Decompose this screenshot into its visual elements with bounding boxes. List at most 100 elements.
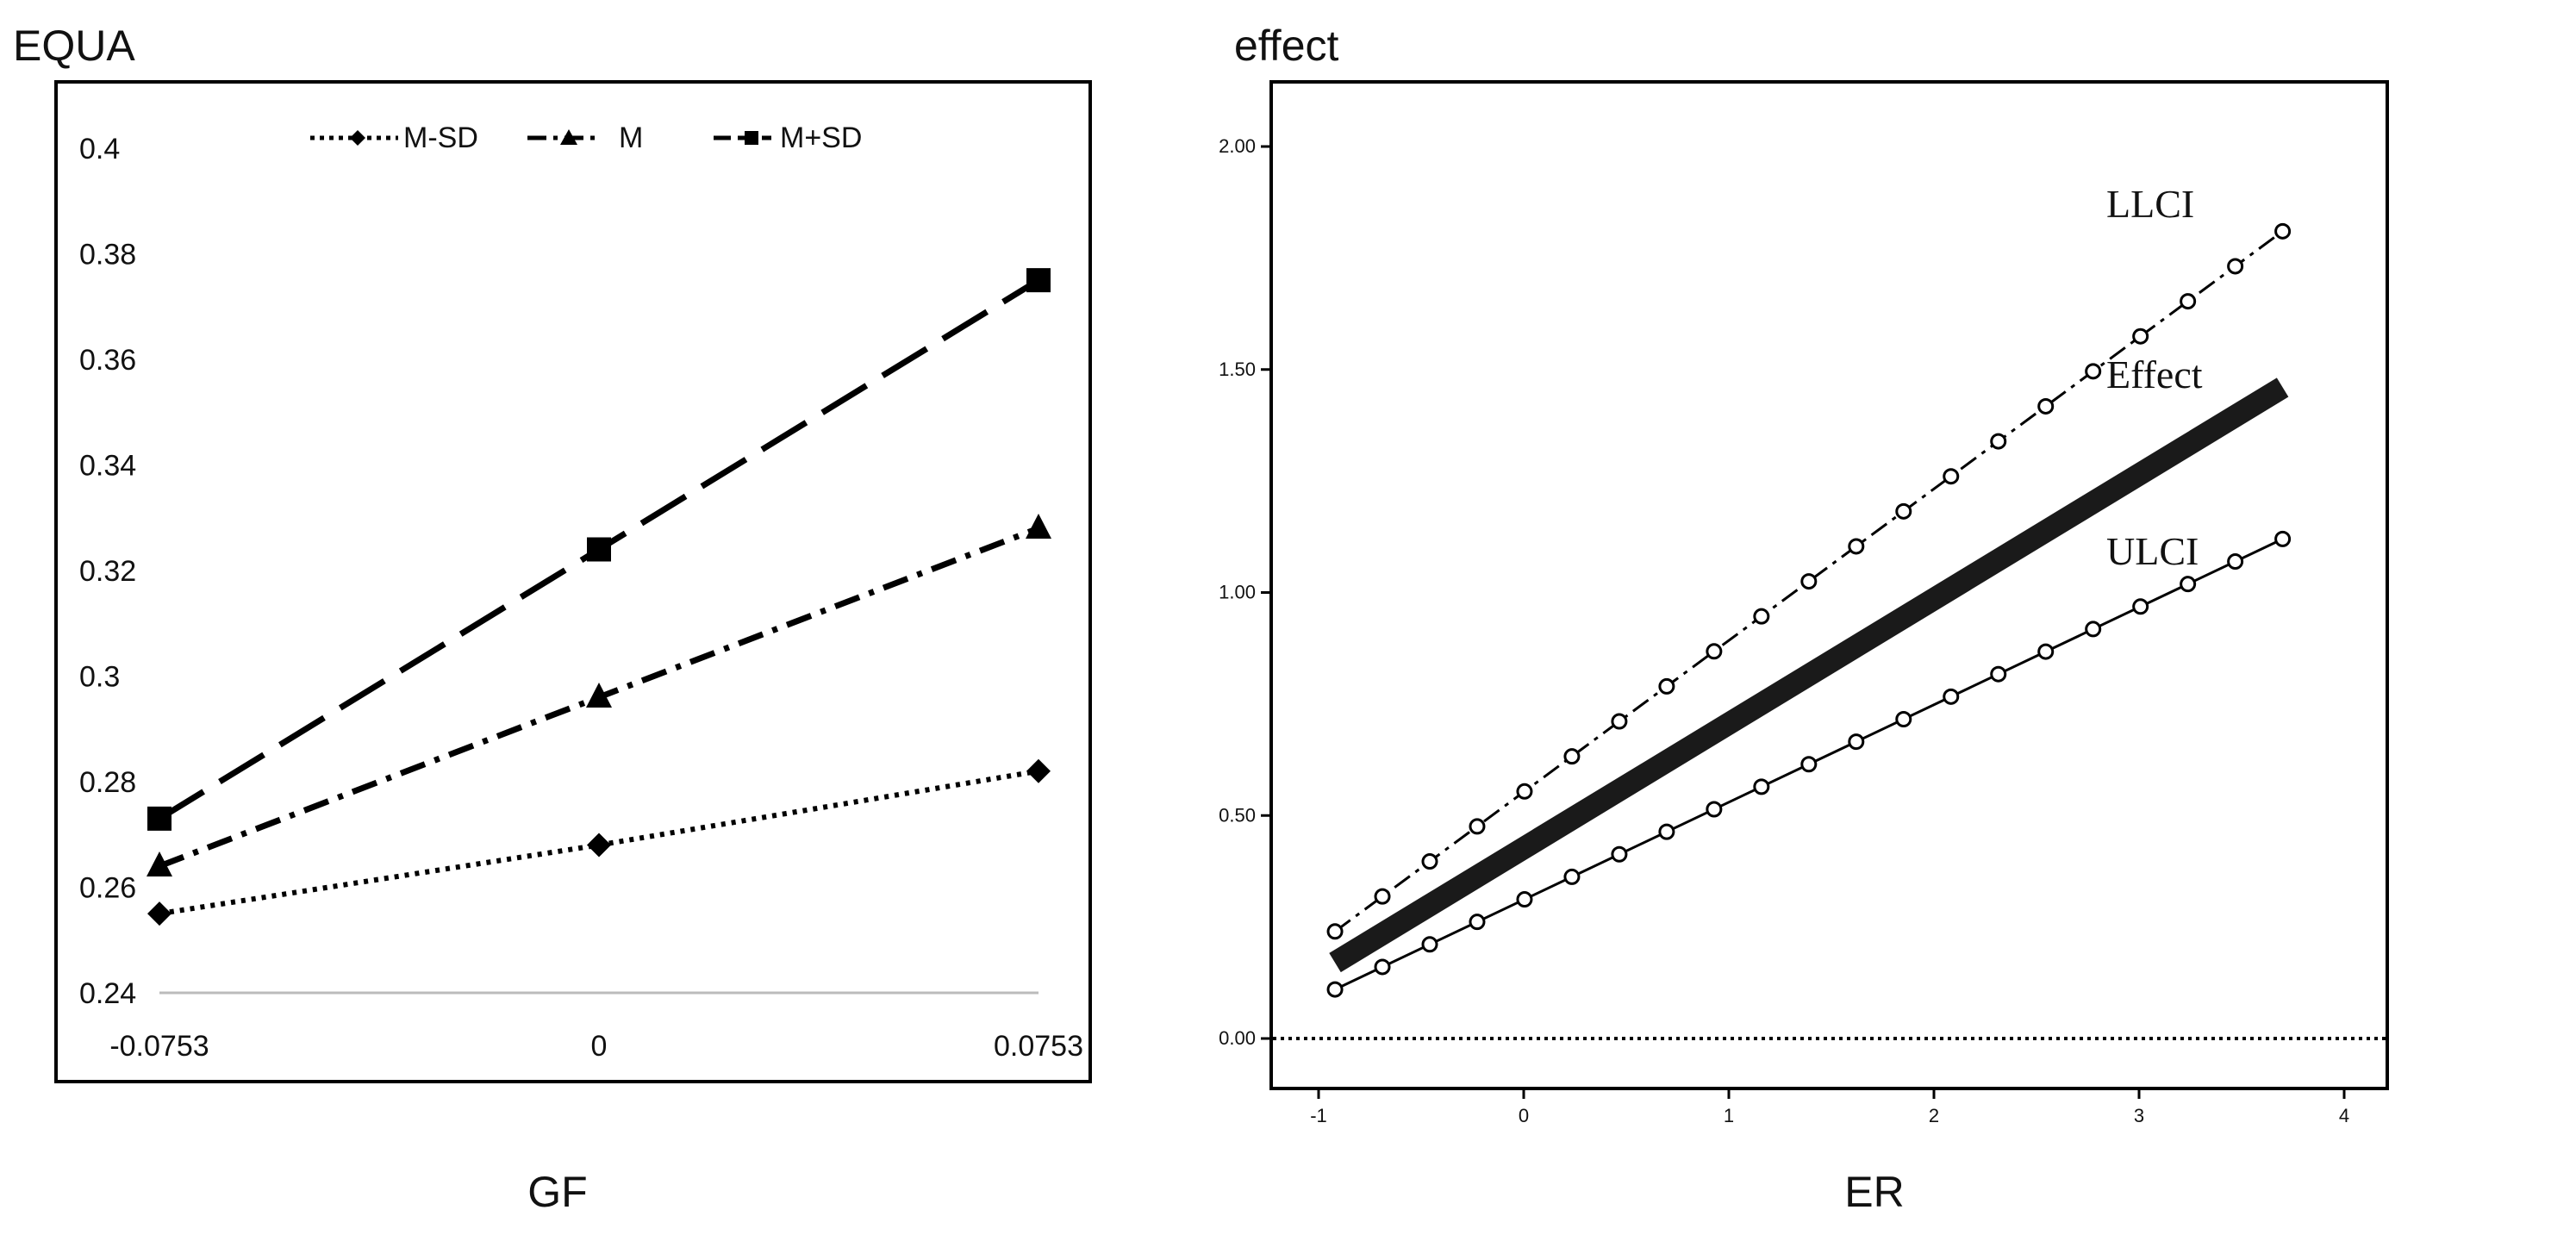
- data-point-llci: [1516, 783, 1533, 800]
- left-legend: M-SD M M+SD: [310, 122, 862, 154]
- data-point-llci: [1753, 608, 1770, 625]
- left-interaction-chart: EQUA 0.40.380.360.340.320.30.280.260.24 …: [13, 22, 1092, 1216]
- data-point-ulci: [2274, 530, 2292, 547]
- data-point-ulci: [2085, 621, 2102, 638]
- data-point-llci: [2274, 222, 2292, 240]
- series-line-llci: [1334, 230, 2284, 933]
- data-point-llci: [2180, 293, 2197, 310]
- side-label-llci: LLCI: [2106, 182, 2194, 226]
- data-point-ulci: [1848, 733, 1865, 751]
- data-point-llci: [1611, 713, 1628, 730]
- data-point-llci: [1943, 468, 1960, 485]
- data-point-ulci: [2037, 643, 2055, 660]
- side-label-ulci: ULCI: [2106, 529, 2199, 573]
- left-series-lines: [147, 268, 1051, 926]
- right-y-tick-label: 1.50: [1219, 359, 1256, 380]
- left-x-axis-title: GF: [527, 1168, 587, 1216]
- data-point-llci: [1658, 677, 1675, 695]
- data-point-ulci: [1753, 778, 1770, 795]
- data-point-llci: [1895, 502, 1912, 520]
- data-point-llci: [2085, 363, 2102, 380]
- data-point-ulci: [2227, 553, 2244, 571]
- data-point-ulci: [1611, 845, 1628, 863]
- left-y-tick-label: 0.4: [79, 133, 120, 165]
- right-x-tick-label: -1: [1310, 1105, 1327, 1126]
- right-conditional-effect-chart: effect 0.00 0.50 1.00 1.50 2.00 -1 0 1 2 3 4 LLCI…: [1219, 22, 2389, 1216]
- legend-label-m-plus-sd: M+SD: [780, 122, 862, 154]
- right-plot-frame: [1269, 80, 2389, 1090]
- data-point-llci: [1848, 538, 1865, 555]
- data-point-ulci: [2132, 598, 2149, 615]
- data-point-diamond: [147, 901, 172, 926]
- data-point-ulci: [1943, 688, 1960, 705]
- data-point-ulci: [1800, 756, 1818, 773]
- data-point-ulci: [1374, 958, 1391, 976]
- data-point-llci: [2037, 397, 2055, 415]
- left-x-tick-labels: -0.0753 0 0.0753: [109, 1030, 1083, 1063]
- right-x-tick-label: 0: [1519, 1105, 1529, 1126]
- legend-entry-m-sd: M-SD: [310, 122, 478, 154]
- data-point-diamond: [1026, 758, 1051, 783]
- data-point-triangle: [147, 851, 172, 876]
- data-point-llci: [1563, 748, 1581, 765]
- left-x-tick-label: 0: [591, 1030, 608, 1063]
- legend-label-m-sd: M-SD: [403, 122, 478, 154]
- right-y-tick-label: 2.00: [1219, 135, 1256, 157]
- legend-marker-square: [745, 131, 758, 145]
- right-x-tick-label: 1: [1724, 1105, 1734, 1126]
- data-point-ulci: [1421, 936, 1438, 953]
- left-y-tick-label: 0.32: [79, 555, 136, 588]
- left-y-tick-label: 0.3: [79, 661, 120, 694]
- left-plot-frame: [54, 80, 1092, 1083]
- data-point-ulci: [1516, 891, 1533, 908]
- right-y-tick-label: 0.50: [1219, 804, 1256, 826]
- right-y-axis-title: effect: [1234, 22, 1338, 70]
- left-y-tick-label: 0.38: [79, 239, 136, 271]
- data-point-ulci: [1563, 868, 1581, 885]
- left-y-tick-label: 0.28: [79, 766, 136, 799]
- data-point-ulci: [1658, 823, 1675, 840]
- data-point-ulci: [1326, 981, 1344, 998]
- data-point-llci: [2227, 258, 2244, 275]
- data-point-ulci: [2180, 576, 2197, 593]
- data-point-llci: [1469, 818, 1486, 835]
- data-point-llci: [1800, 573, 1818, 590]
- right-x-tick-label: 2: [1929, 1105, 1939, 1126]
- left-y-tick-labels: 0.4 0.38 0.36 0.34 0.32 0.3 0.28 0.26 0.24: [79, 133, 136, 1010]
- legend-entry-m: M: [527, 122, 643, 154]
- right-x-tick-labels: -1 0 1 2 3 4: [1310, 1088, 2349, 1126]
- legend-entry-m-plus-sd: M+SD: [714, 122, 862, 154]
- side-label-effect: Effect: [2106, 352, 2203, 396]
- series-line-effect: [1329, 377, 2289, 973]
- data-point-llci: [1706, 643, 1723, 660]
- data-point-square: [147, 806, 172, 831]
- left-y-tick-label: 0.26: [79, 872, 136, 905]
- data-point-llci: [2132, 327, 2149, 345]
- right-x-tick-label: 4: [2339, 1105, 2349, 1126]
- right-y-tick-labels: 0.00 0.50 1.00 1.50 2.00: [1219, 135, 1271, 1049]
- data-point-triangle: [1026, 514, 1051, 539]
- data-point-square: [587, 537, 611, 562]
- data-point-ulci: [1469, 914, 1486, 931]
- data-point-llci: [1421, 853, 1438, 870]
- left-x-tick-label: 0.0753: [994, 1030, 1083, 1063]
- right-series-lines: [1273, 222, 2386, 1040]
- right-x-axis-title: ER: [1844, 1168, 1904, 1216]
- data-point-llci: [1374, 888, 1391, 905]
- legend-label-m: M: [619, 122, 643, 154]
- left-y-tick-label: 0.34: [79, 450, 136, 483]
- data-point-triangle: [586, 683, 612, 708]
- data-point-ulci: [1706, 801, 1723, 818]
- data-point-ulci: [1895, 710, 1912, 727]
- left-y-tick-label: 0.24: [79, 977, 136, 1010]
- right-x-tick-label: 3: [2134, 1105, 2144, 1126]
- data-point-square: [1026, 268, 1051, 293]
- right-y-tick-label: 0.00: [1219, 1027, 1256, 1049]
- data-point-llci: [1990, 433, 2007, 450]
- right-y-tick-label: 1.00: [1219, 582, 1256, 603]
- legend-marker-triangle: [560, 129, 577, 145]
- left-x-tick-label: -0.0753: [109, 1030, 209, 1063]
- data-point-ulci: [1990, 665, 2007, 683]
- data-point-llci: [1326, 923, 1344, 940]
